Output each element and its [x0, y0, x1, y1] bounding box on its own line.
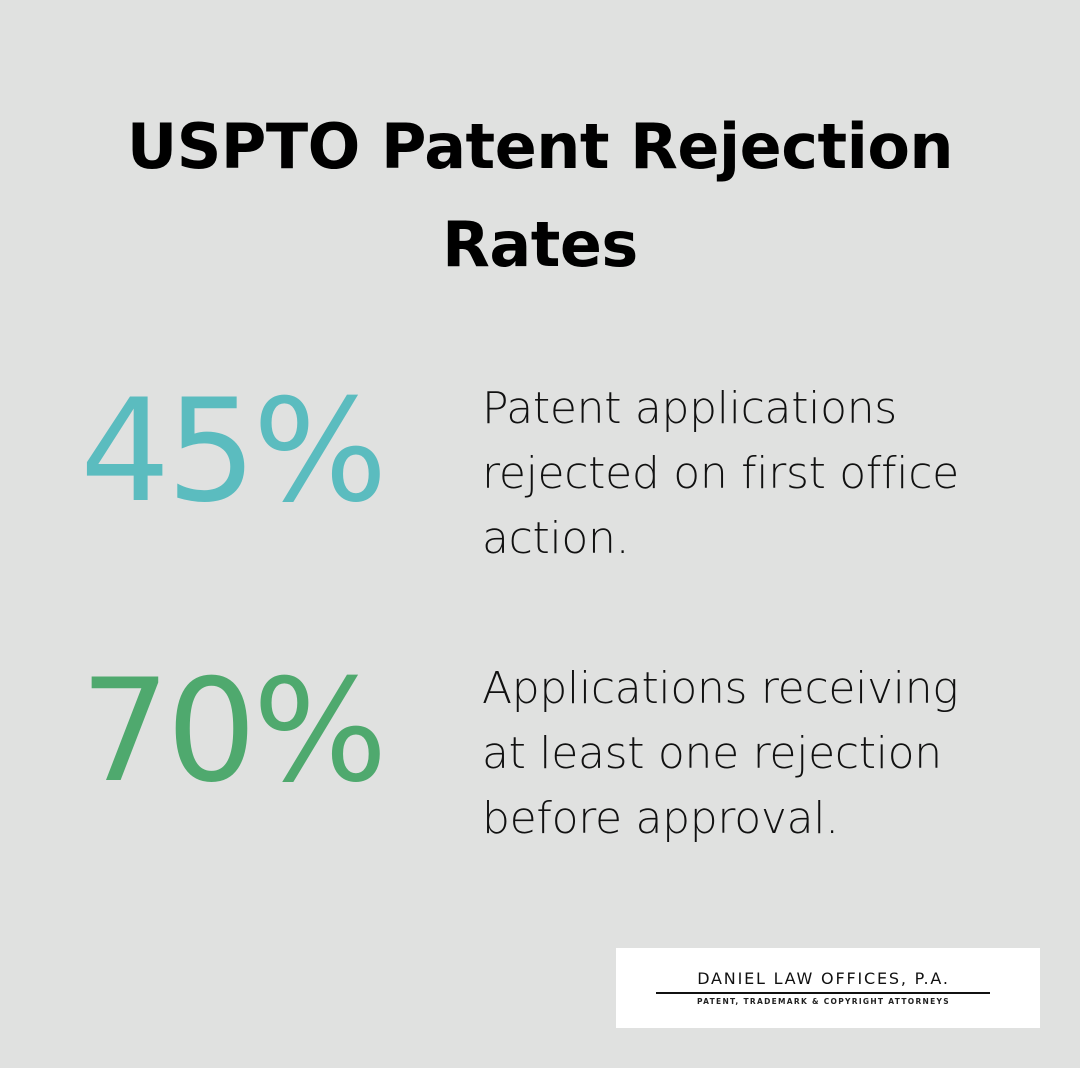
logo-firm-name: DANIEL LAW OFFICES, P.A. — [656, 970, 991, 988]
stat-description-line: action. — [482, 506, 1042, 571]
logo-divider — [656, 992, 990, 994]
stat-at-least-one-rejection: 70% Applications receiving at least one … — [0, 652, 1080, 852]
page-title-line-2: Rates — [0, 196, 1080, 294]
stat-description-line: rejected on first office — [482, 441, 1042, 506]
stat-description-line: Applications receiving — [482, 656, 1042, 721]
stat-first-office-action: 45% Patent applications rejected on firs… — [0, 372, 1080, 572]
company-logo: DANIEL LAW OFFICES, P.A. PATENT, TRADEMA… — [616, 948, 1040, 1028]
stat-description: Patent applications rejected on first of… — [482, 376, 1042, 571]
page-title: USPTO Patent Rejection Rates — [0, 98, 1080, 294]
logo-tagline: PATENT, TRADEMARK & COPYRIGHT ATTORNEYS — [656, 997, 991, 1006]
stat-value: 70% — [80, 652, 420, 812]
stat-description-line: Patent applications — [482, 376, 1042, 441]
stat-description: Applications receiving at least one reje… — [482, 656, 1042, 851]
stat-value: 45% — [80, 372, 420, 532]
stat-description-line: before approval. — [482, 786, 1042, 851]
page-title-line-1: USPTO Patent Rejection — [0, 98, 1080, 196]
stat-description-line: at least one rejection — [482, 721, 1042, 786]
